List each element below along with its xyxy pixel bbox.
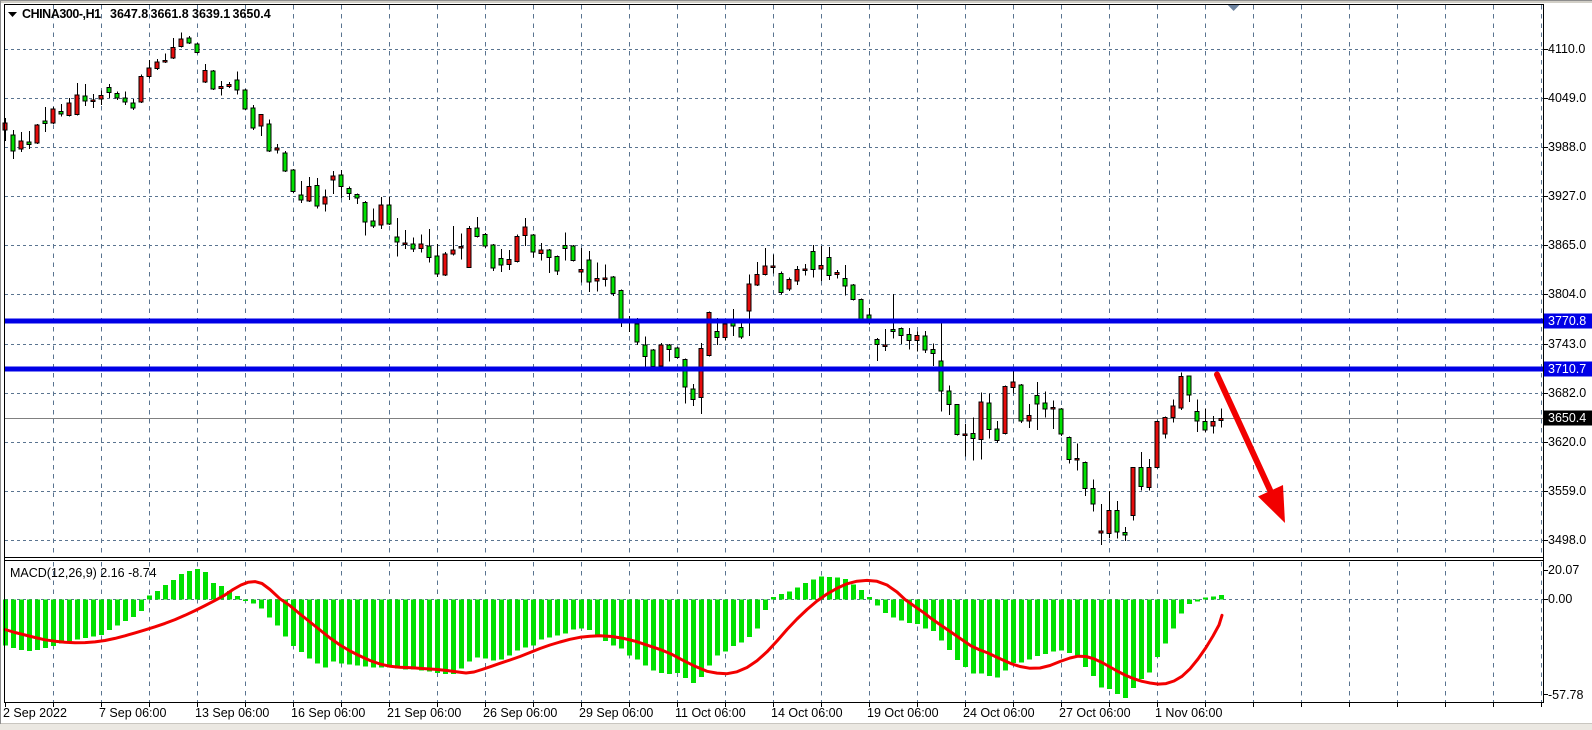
svg-text:7 Sep 06:00: 7 Sep 06:00	[99, 706, 166, 720]
svg-text:3710.7: 3710.7	[1548, 362, 1586, 376]
svg-text:1 Nov 06:00: 1 Nov 06:00	[1155, 706, 1222, 720]
svg-text:3770.8: 3770.8	[1548, 314, 1586, 328]
svg-text:16 Sep 06:00: 16 Sep 06:00	[291, 706, 365, 720]
svg-text:3988.0: 3988.0	[1548, 140, 1586, 154]
svg-text:20.07: 20.07	[1548, 563, 1579, 577]
svg-text:21 Sep 06:00: 21 Sep 06:00	[387, 706, 461, 720]
svg-text:3650.4: 3650.4	[1548, 411, 1586, 425]
svg-text:MACD(12,26,9) 2.16 -8.74: MACD(12,26,9) 2.16 -8.74	[10, 566, 157, 580]
svg-text:11 Oct 06:00: 11 Oct 06:00	[675, 706, 746, 720]
svg-text:24 Oct 06:00: 24 Oct 06:00	[963, 706, 1035, 720]
svg-text:29 Sep 06:00: 29 Sep 06:00	[579, 706, 653, 720]
svg-text:CHINA300-,H1: CHINA300-,H1	[22, 7, 101, 21]
svg-text:13 Sep 06:00: 13 Sep 06:00	[195, 706, 269, 720]
svg-text:3927.0: 3927.0	[1548, 189, 1586, 203]
svg-text:4049.0: 4049.0	[1548, 91, 1586, 105]
svg-text:3559.0: 3559.0	[1548, 484, 1586, 498]
svg-text:3620.0: 3620.0	[1548, 435, 1586, 449]
svg-text:3498.0: 3498.0	[1548, 533, 1586, 547]
svg-text:19 Oct 06:00: 19 Oct 06:00	[867, 706, 939, 720]
svg-text:3661.8: 3661.8	[151, 7, 189, 21]
svg-text:3682.0: 3682.0	[1548, 386, 1586, 400]
svg-text:27 Oct 06:00: 27 Oct 06:00	[1059, 706, 1131, 720]
svg-text:14 Oct 06:00: 14 Oct 06:00	[771, 706, 843, 720]
svg-text:3647.8: 3647.8	[110, 7, 148, 21]
svg-text:3865.0: 3865.0	[1548, 238, 1586, 252]
svg-text:3650.4: 3650.4	[233, 7, 271, 21]
svg-text:3743.0: 3743.0	[1548, 337, 1586, 351]
svg-text:3639.1: 3639.1	[192, 7, 230, 21]
svg-text:3804.0: 3804.0	[1548, 287, 1586, 301]
svg-text:-57.78: -57.78	[1548, 688, 1583, 702]
svg-text:26 Sep 06:00: 26 Sep 06:00	[483, 706, 557, 720]
svg-text:4110.0: 4110.0	[1548, 42, 1585, 56]
svg-text:2 Sep 2022: 2 Sep 2022	[3, 706, 67, 720]
svg-text:0.00: 0.00	[1548, 592, 1572, 606]
